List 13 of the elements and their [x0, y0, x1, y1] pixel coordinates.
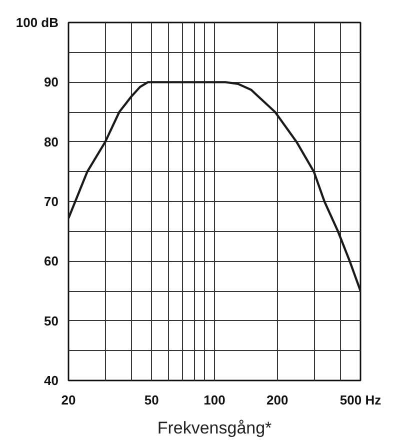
y-tick-label: 60: [44, 254, 59, 269]
x-tick-label: 100: [204, 392, 226, 408]
y-tick-label: 70: [44, 194, 59, 209]
x-tick-label: 50: [144, 392, 159, 408]
y-tick-label: 80: [44, 134, 59, 150]
y-tick-label: 50: [44, 313, 59, 328]
y-tick-label: 100 dB: [16, 15, 59, 30]
x-tick-label: 500 Hz: [340, 392, 382, 408]
y-tick-label: 40: [44, 373, 59, 388]
x-axis-title: Frekvensgång*: [157, 418, 272, 438]
x-tick-label: 20: [61, 392, 76, 408]
x-tick-label: 200: [266, 392, 288, 408]
y-tick-label: 90: [44, 74, 59, 90]
